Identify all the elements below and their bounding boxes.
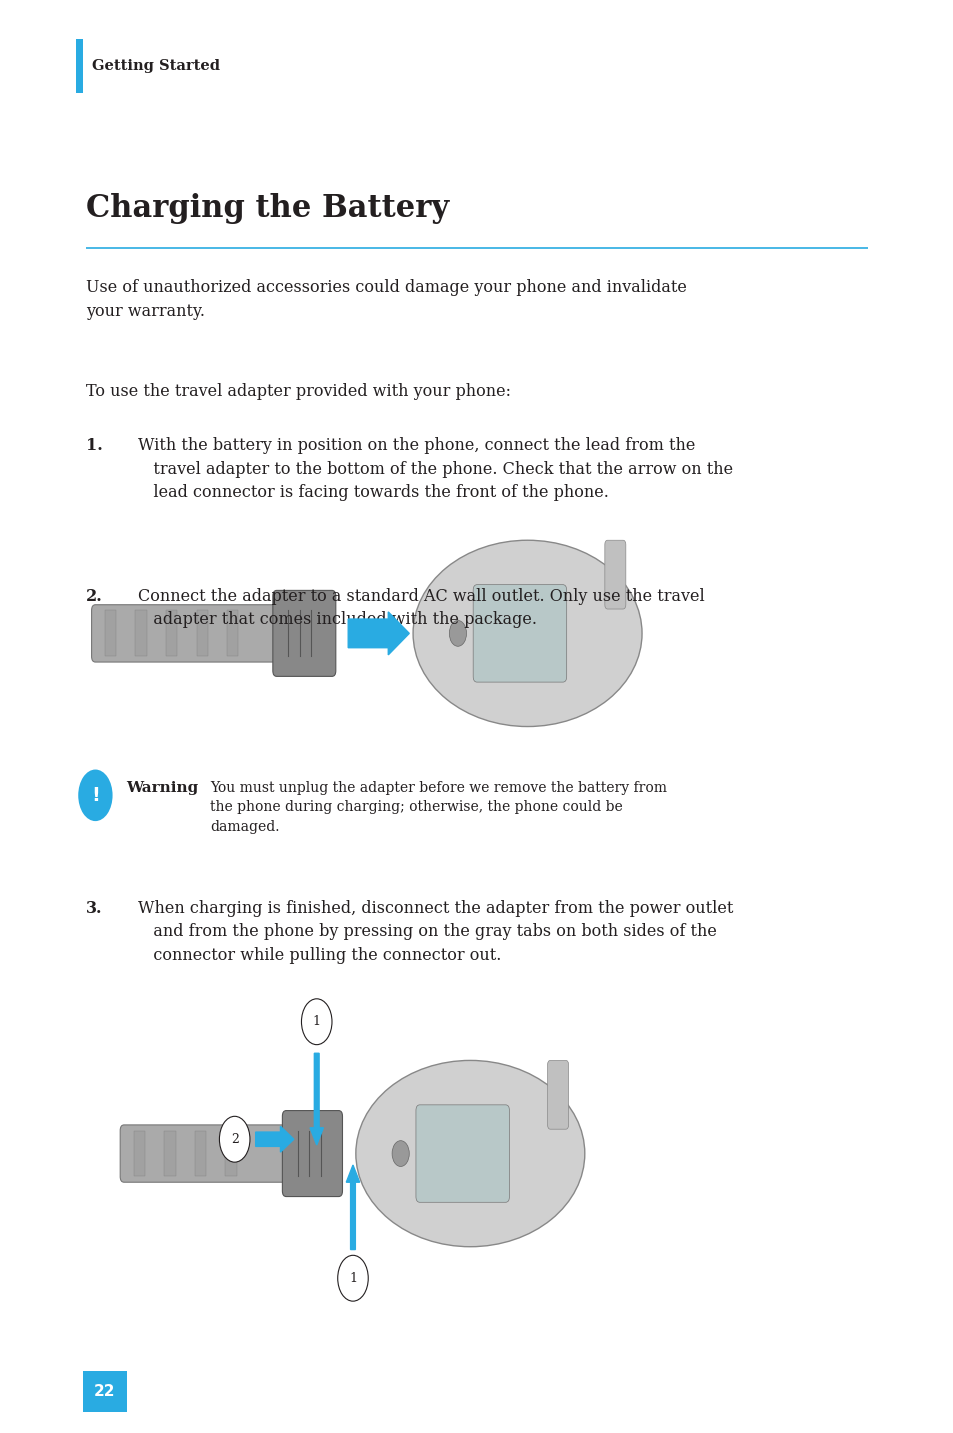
Circle shape: [219, 1116, 250, 1162]
FancyBboxPatch shape: [547, 1060, 568, 1129]
FancyArrow shape: [255, 1126, 294, 1152]
Text: Connect the adapter to a standard AC wall outlet. Only use the travel
   adapter: Connect the adapter to a standard AC wal…: [138, 588, 704, 628]
FancyBboxPatch shape: [166, 610, 177, 656]
Text: 2: 2: [231, 1132, 238, 1146]
FancyBboxPatch shape: [473, 585, 566, 682]
FancyBboxPatch shape: [196, 610, 208, 656]
FancyBboxPatch shape: [164, 1131, 175, 1176]
FancyBboxPatch shape: [133, 1131, 145, 1176]
Text: Charging the Battery: Charging the Battery: [86, 193, 449, 225]
Text: 1: 1: [349, 1271, 356, 1285]
Ellipse shape: [413, 540, 641, 727]
FancyBboxPatch shape: [604, 540, 625, 609]
FancyArrow shape: [348, 612, 409, 655]
FancyBboxPatch shape: [225, 1131, 236, 1176]
FancyBboxPatch shape: [227, 610, 238, 656]
FancyBboxPatch shape: [76, 39, 83, 93]
FancyBboxPatch shape: [282, 1111, 342, 1197]
Circle shape: [78, 770, 112, 821]
FancyBboxPatch shape: [135, 610, 147, 656]
FancyBboxPatch shape: [83, 1371, 127, 1412]
FancyBboxPatch shape: [120, 1125, 290, 1182]
Text: When charging is finished, disconnect the adapter from the power outlet
   and f: When charging is finished, disconnect th…: [138, 900, 733, 964]
FancyBboxPatch shape: [273, 590, 335, 676]
Text: To use the travel adapter provided with your phone:: To use the travel adapter provided with …: [86, 383, 510, 400]
Ellipse shape: [355, 1060, 584, 1247]
Text: Getting Started: Getting Started: [91, 59, 219, 73]
Text: 22: 22: [94, 1384, 115, 1399]
Text: 3.: 3.: [86, 900, 102, 917]
FancyBboxPatch shape: [105, 610, 116, 656]
Circle shape: [337, 1255, 368, 1301]
Circle shape: [301, 999, 332, 1045]
FancyArrow shape: [346, 1165, 359, 1250]
Text: Warning: Warning: [126, 781, 198, 795]
Circle shape: [392, 1141, 409, 1166]
Text: 2.: 2.: [86, 588, 103, 605]
FancyBboxPatch shape: [416, 1105, 509, 1202]
FancyArrow shape: [310, 1053, 323, 1145]
FancyBboxPatch shape: [91, 605, 280, 662]
Circle shape: [449, 620, 466, 646]
Text: !: !: [91, 785, 100, 805]
Text: You must unplug the adapter before we remove the battery from
the phone during c: You must unplug the adapter before we re…: [210, 781, 666, 834]
FancyBboxPatch shape: [194, 1131, 206, 1176]
Text: Use of unauthorized accessories could damage your phone and invalidate
your warr: Use of unauthorized accessories could da…: [86, 279, 686, 320]
Text: 1: 1: [313, 1015, 320, 1029]
Text: 1.: 1.: [86, 437, 103, 454]
Text: With the battery in position on the phone, connect the lead from the
   travel a: With the battery in position on the phon…: [138, 437, 733, 502]
